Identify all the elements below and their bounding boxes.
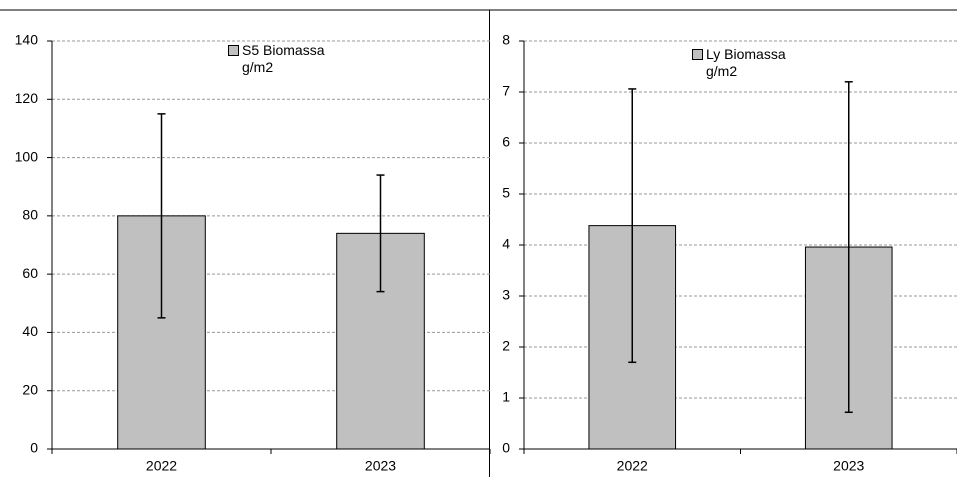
legend-swatch <box>692 49 703 60</box>
x-tick-label: 2022 <box>146 458 177 474</box>
y-tick-label: 6 <box>502 134 510 150</box>
y-tick-label: 140 <box>15 32 39 48</box>
y-tick-label: 5 <box>502 185 510 201</box>
legend: Ly Biomassa g/m2 <box>688 46 805 80</box>
y-tick-label: 40 <box>22 323 38 339</box>
y-tick-label: 2 <box>502 338 510 354</box>
y-tick-label: 80 <box>22 207 38 223</box>
y-tick-label: 8 <box>502 32 510 48</box>
x-tick-label: 2023 <box>365 458 396 474</box>
legend-swatch <box>228 45 239 56</box>
y-tick-label: 60 <box>22 265 38 281</box>
y-tick-label: 100 <box>15 148 39 164</box>
x-tick-label: 2022 <box>617 458 648 474</box>
bar <box>336 232 425 450</box>
legend-label: Ly Biomassa g/m2 <box>706 46 786 79</box>
y-tick-label: 1 <box>502 389 510 405</box>
y-tick-label: 4 <box>502 236 510 252</box>
y-tick-label: 0 <box>30 440 38 456</box>
y-tick-label: 120 <box>15 90 39 106</box>
legend: S5 Biomassa g/m2 <box>224 42 341 76</box>
legend-label: S5 Biomassa g/m2 <box>242 42 325 75</box>
y-tick-label: 3 <box>502 287 510 303</box>
y-tick-label: 0 <box>502 440 510 456</box>
x-tick-label: 2023 <box>833 458 864 474</box>
y-tick-label: 7 <box>502 83 510 99</box>
y-tick-label: 20 <box>22 381 38 397</box>
